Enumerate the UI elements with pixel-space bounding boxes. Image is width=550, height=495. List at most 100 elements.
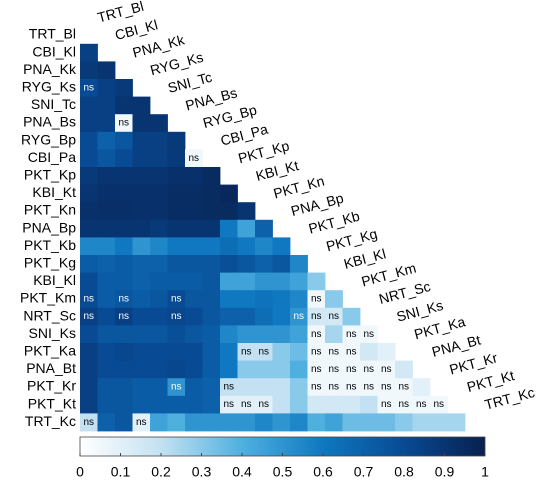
row-label: TRT_Kc — [25, 413, 76, 429]
cell — [272, 272, 291, 291]
cell — [150, 167, 168, 185]
cell — [167, 290, 186, 309]
cell — [132, 360, 151, 379]
row-label: NRT_Sc — [23, 307, 76, 323]
cell — [132, 255, 151, 273]
cell — [360, 360, 378, 379]
ns-label: ns — [328, 346, 339, 357]
cell — [185, 343, 203, 361]
cell — [115, 219, 133, 238]
cell — [220, 307, 238, 326]
cell — [80, 360, 98, 379]
ns-label: ns — [118, 118, 129, 129]
cell — [80, 395, 98, 414]
cell — [150, 413, 168, 432]
cell — [325, 395, 343, 414]
ns-label: ns — [328, 364, 339, 375]
cell — [132, 325, 151, 344]
cell — [115, 325, 133, 344]
cell — [272, 307, 291, 326]
cell — [307, 378, 326, 397]
cell — [185, 237, 203, 256]
cell — [255, 237, 273, 256]
cell — [97, 325, 116, 344]
ns-label: ns — [346, 364, 357, 375]
cell — [447, 413, 466, 432]
cell — [97, 413, 116, 432]
row-label: PKT_Kt — [28, 395, 76, 411]
cell — [97, 395, 116, 414]
cell — [185, 378, 203, 397]
cell — [97, 290, 116, 309]
cell — [167, 378, 186, 397]
cell — [255, 378, 273, 397]
ns-label: ns — [83, 417, 94, 428]
cell — [237, 290, 256, 309]
row-label: PNA_Bp — [22, 219, 76, 235]
cell — [80, 290, 98, 309]
cell — [202, 325, 221, 344]
ns-label: ns — [83, 311, 94, 322]
cell — [80, 219, 98, 238]
ns-label: ns — [223, 399, 234, 410]
cell — [80, 237, 98, 256]
cell — [325, 378, 343, 397]
cell — [290, 307, 308, 326]
cell — [342, 307, 361, 326]
cell — [290, 413, 308, 432]
cell — [80, 202, 98, 221]
ns-label: ns — [328, 382, 339, 393]
cell — [80, 272, 98, 291]
cell — [272, 360, 291, 379]
cell — [150, 378, 168, 397]
cell — [115, 149, 133, 168]
cell — [255, 413, 273, 432]
cell — [150, 325, 168, 344]
cell — [220, 184, 238, 203]
cell — [80, 167, 98, 185]
cell — [325, 343, 343, 361]
cell — [80, 114, 98, 133]
cell — [150, 290, 168, 309]
cell — [237, 325, 256, 344]
row-label: PKT_Kp — [24, 167, 76, 183]
cell — [360, 395, 378, 414]
cell — [80, 255, 98, 273]
cell — [395, 360, 413, 379]
cell — [272, 343, 291, 361]
cell — [220, 219, 238, 238]
ns-label: ns — [223, 382, 234, 393]
cell — [167, 255, 186, 273]
ns-label: ns — [258, 346, 269, 357]
ns-label: ns — [381, 399, 392, 410]
ns-label: ns — [363, 364, 374, 375]
cell — [150, 114, 168, 133]
cell — [360, 413, 378, 432]
cell — [412, 378, 431, 397]
cell — [80, 149, 98, 168]
cell — [237, 413, 256, 432]
cell — [115, 202, 133, 221]
cell — [97, 184, 116, 203]
cell — [342, 343, 361, 361]
cell — [255, 325, 273, 344]
cell — [395, 378, 413, 397]
cell — [97, 307, 116, 326]
cell — [150, 272, 168, 291]
cell — [167, 325, 186, 344]
cell — [290, 360, 308, 379]
cell — [185, 202, 203, 221]
cell — [167, 413, 186, 432]
colorbar-tick-label: 0.3 — [192, 464, 212, 480]
ns-label: ns — [346, 382, 357, 393]
cell — [395, 413, 413, 432]
cell — [150, 202, 168, 221]
cell — [167, 202, 186, 221]
cell — [167, 307, 186, 326]
cell — [272, 237, 291, 256]
cell — [132, 114, 151, 133]
colorbar-tick-label: 0.1 — [111, 464, 131, 480]
ns-label: ns — [136, 417, 147, 428]
cell — [342, 395, 361, 414]
ns-label: ns — [433, 399, 444, 410]
